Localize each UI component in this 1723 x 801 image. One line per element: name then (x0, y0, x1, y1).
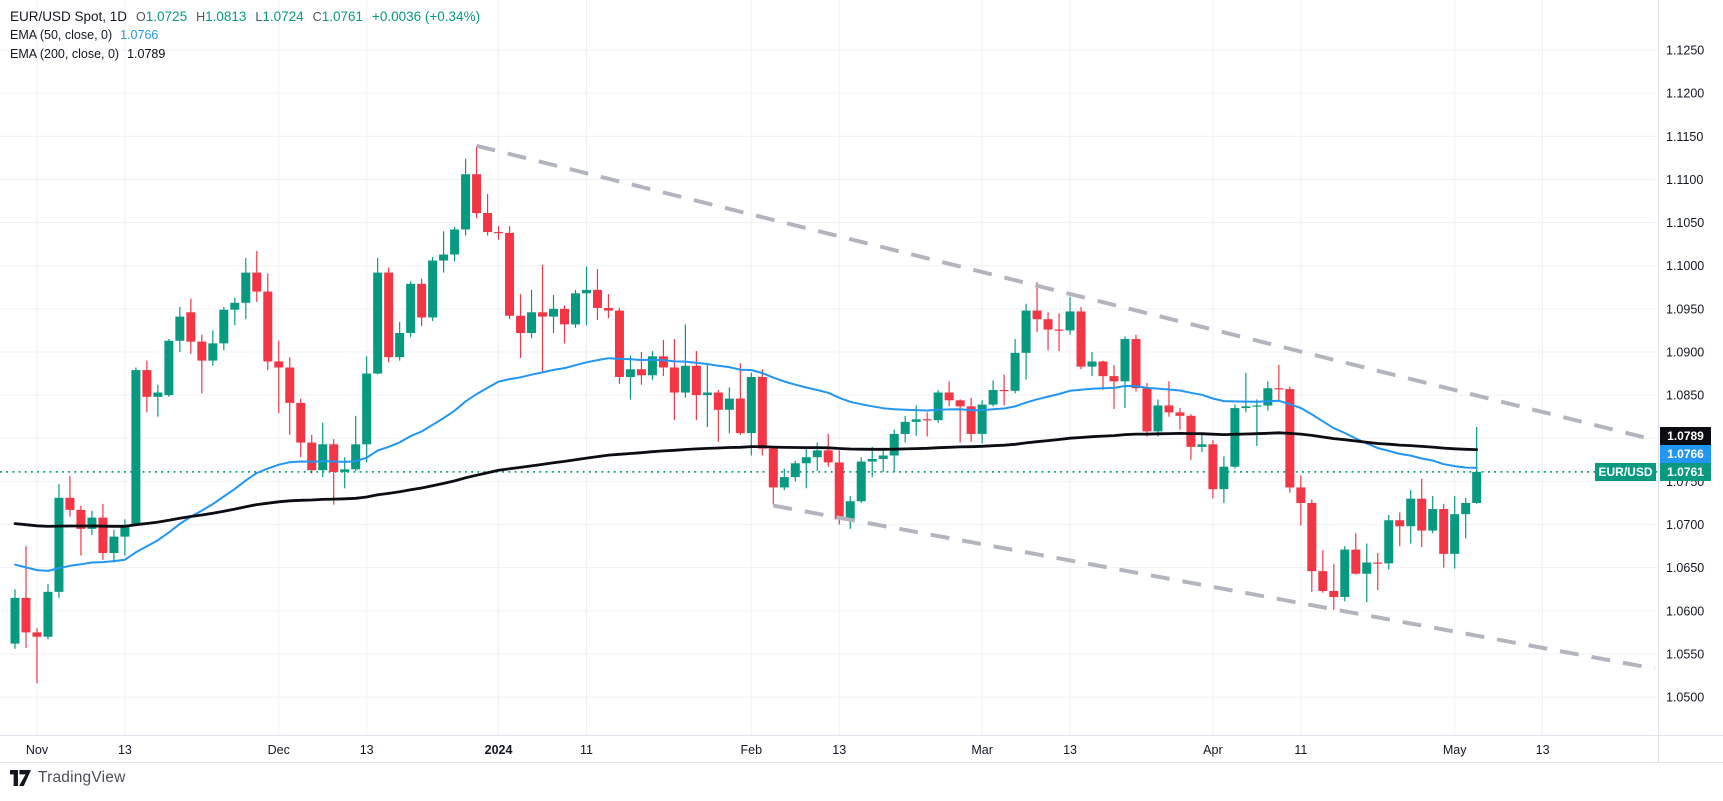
svg-text:1.0850: 1.0850 (1666, 389, 1704, 403)
legend: EUR/USD Spot, 1D O1.0725 H1.0813 L1.0724 C1.… (10, 7, 480, 64)
svg-text:13: 13 (1063, 743, 1077, 757)
legend-main-row: EUR/USD Spot, 1D O1.0725 H1.0813 L1.0724 C1.… (10, 7, 480, 26)
svg-text:Apr: Apr (1203, 743, 1222, 757)
open-letter: O (136, 10, 146, 24)
svg-text:1.1200: 1.1200 (1666, 87, 1704, 101)
ema200-label[interactable]: EMA (200, close, 0) (10, 47, 120, 61)
symbol-tag: EUR/USD (1595, 462, 1656, 481)
svg-text:11: 11 (580, 743, 593, 757)
ema50-tag: 1.0766 (1660, 444, 1711, 463)
svg-text:1.1050: 1.1050 (1666, 216, 1704, 230)
svg-text:1.0500: 1.0500 (1666, 691, 1704, 705)
svg-text:1.0550: 1.0550 (1666, 647, 1704, 661)
ema50-label[interactable]: EMA (50, close, 0) (10, 28, 113, 42)
ema200-value: 1.0789 (127, 47, 166, 61)
svg-text:1.1250: 1.1250 (1666, 44, 1704, 58)
ema50-value: 1.0766 (120, 28, 159, 42)
tradingview-logo-icon (10, 770, 31, 786)
svg-text:1.0600: 1.0600 (1666, 604, 1704, 618)
low-value: 1.0724 (262, 9, 304, 24)
svg-text:2024: 2024 (485, 743, 513, 757)
svg-text:13: 13 (832, 743, 846, 757)
svg-text:1.0950: 1.0950 (1666, 302, 1704, 316)
tradingview-logo-text: TradingView (38, 769, 126, 786)
high-value: 1.0813 (205, 9, 247, 24)
price-axis[interactable] (1659, 0, 1723, 735)
svg-text:May: May (1443, 743, 1467, 757)
svg-text:Feb: Feb (741, 743, 763, 757)
svg-text:13: 13 (360, 743, 374, 757)
svg-text:13: 13 (118, 743, 132, 757)
high-letter: H (196, 10, 206, 24)
svg-text:13: 13 (1536, 743, 1550, 757)
close-letter: C (312, 10, 322, 24)
svg-text:1.0900: 1.0900 (1666, 345, 1704, 359)
price-tag: 1.0761 (1660, 462, 1711, 481)
svg-text:11: 11 (1294, 743, 1307, 757)
tradingview-logo[interactable]: TradingView (10, 769, 126, 787)
svg-text:Nov: Nov (26, 743, 49, 757)
symbol-title[interactable]: EUR/USD Spot, 1D (10, 9, 128, 24)
svg-text:1.1000: 1.1000 (1666, 259, 1704, 273)
close-value: 1.0761 (321, 9, 363, 24)
ema200-tag: 1.0789 (1660, 426, 1711, 445)
svg-text:1.0700: 1.0700 (1666, 518, 1704, 532)
open-value: 1.0725 (145, 9, 188, 24)
svg-text:1.1150: 1.1150 (1666, 130, 1703, 144)
change-value: +0.0036 (+0.34%) (371, 9, 481, 24)
svg-text:1.1100: 1.1100 (1666, 173, 1703, 187)
svg-text:Dec: Dec (268, 743, 290, 757)
svg-text:Mar: Mar (971, 743, 993, 757)
time-axis[interactable] (0, 736, 1723, 762)
legend-ema200-row: EMA (200, close, 0) 1.0789 (10, 45, 480, 64)
legend-ema50-row: EMA (50, close, 0) 1.0766 (10, 26, 480, 45)
svg-text:1.0650: 1.0650 (1666, 561, 1704, 575)
low-letter: L (255, 10, 263, 24)
